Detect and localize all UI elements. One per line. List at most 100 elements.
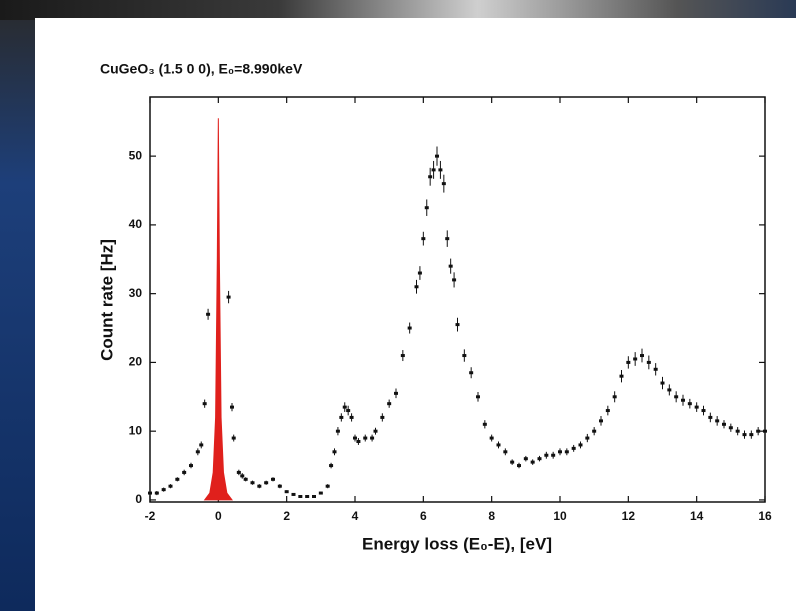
x-tick-label: 0 bbox=[215, 509, 222, 523]
data-point bbox=[312, 494, 316, 498]
data-point bbox=[325, 484, 330, 488]
data-point bbox=[503, 450, 508, 454]
data-point bbox=[462, 354, 467, 358]
data-point bbox=[335, 429, 340, 433]
data-point bbox=[578, 443, 583, 447]
y-tick-label: 50 bbox=[129, 148, 143, 162]
data-point bbox=[640, 354, 644, 358]
data-point bbox=[715, 419, 720, 423]
data-point bbox=[681, 398, 685, 402]
data-point bbox=[469, 371, 474, 375]
panel bbox=[35, 18, 796, 611]
x-axis-label: Energy loss (E₀-E), [eV] bbox=[362, 534, 552, 553]
data-point bbox=[694, 405, 699, 409]
chart-title: CuGeO₃ (1.5 0 0), E₀=8.990keV bbox=[100, 61, 303, 77]
data-point bbox=[551, 453, 556, 457]
data-point bbox=[305, 494, 310, 498]
x-tick-label: 8 bbox=[488, 509, 495, 523]
data-point bbox=[373, 429, 378, 433]
data-point bbox=[482, 422, 487, 426]
x-tick-label: 12 bbox=[622, 509, 636, 523]
y-tick-label: 20 bbox=[129, 355, 143, 369]
data-point bbox=[564, 450, 569, 454]
top-band bbox=[0, 0, 796, 20]
data-point bbox=[435, 154, 439, 158]
data-point bbox=[612, 395, 617, 399]
data-point bbox=[346, 409, 351, 413]
data-point bbox=[735, 429, 740, 433]
data-point bbox=[380, 415, 385, 419]
data-point bbox=[517, 464, 521, 468]
data-point bbox=[417, 271, 422, 275]
data-point bbox=[687, 402, 692, 406]
data-point bbox=[407, 326, 412, 330]
data-point bbox=[428, 175, 433, 179]
data-point bbox=[264, 481, 269, 485]
data-point bbox=[148, 491, 152, 495]
data-point bbox=[175, 477, 180, 481]
data-point bbox=[199, 443, 204, 447]
data-point bbox=[329, 464, 334, 468]
data-point bbox=[424, 206, 429, 210]
data-point bbox=[592, 429, 597, 433]
data-point bbox=[599, 419, 603, 423]
x-tick-label: 10 bbox=[553, 509, 567, 523]
data-point bbox=[387, 402, 392, 406]
y-tick-label: 10 bbox=[129, 423, 143, 437]
data-point bbox=[619, 374, 624, 378]
data-point bbox=[349, 415, 354, 419]
data-point bbox=[585, 436, 590, 440]
data-point bbox=[653, 367, 658, 371]
data-point bbox=[231, 436, 236, 440]
data-point bbox=[510, 460, 515, 464]
elastic-peak bbox=[203, 118, 233, 501]
data-point bbox=[674, 395, 679, 399]
data-point bbox=[496, 443, 501, 447]
data-point bbox=[370, 436, 375, 440]
data-point bbox=[455, 323, 460, 327]
data-point bbox=[763, 429, 767, 433]
data-point bbox=[708, 415, 713, 419]
data-point bbox=[571, 446, 576, 450]
data-point bbox=[701, 409, 706, 413]
data-point bbox=[558, 450, 562, 454]
plot-frame bbox=[149, 96, 766, 503]
data-point bbox=[332, 450, 337, 454]
data-point bbox=[206, 312, 211, 316]
data-point bbox=[728, 426, 733, 430]
data-point bbox=[202, 402, 207, 406]
data-point bbox=[271, 477, 275, 481]
data-point bbox=[182, 470, 187, 474]
x-tick-label: 4 bbox=[352, 509, 359, 523]
data-point bbox=[421, 237, 426, 241]
data-point bbox=[756, 429, 761, 433]
data-point bbox=[291, 492, 296, 496]
data-point bbox=[445, 237, 450, 241]
data-point bbox=[154, 491, 159, 495]
data-point bbox=[749, 433, 754, 437]
data-point bbox=[530, 460, 535, 464]
y-tick-label: 40 bbox=[129, 217, 143, 231]
data-point bbox=[438, 168, 443, 172]
data-point bbox=[646, 360, 651, 364]
data-point bbox=[452, 278, 457, 282]
data-point bbox=[240, 474, 245, 478]
data-point bbox=[448, 264, 453, 268]
data-point bbox=[195, 450, 200, 454]
data-point bbox=[277, 484, 282, 488]
data-point bbox=[339, 415, 344, 419]
data-point bbox=[356, 439, 361, 443]
data-point bbox=[722, 422, 726, 426]
data-point bbox=[605, 409, 610, 413]
data-point bbox=[298, 494, 303, 498]
x-tick-label: 14 bbox=[690, 509, 704, 523]
data-point bbox=[544, 453, 549, 457]
data-point bbox=[257, 484, 262, 488]
data-point bbox=[243, 477, 248, 481]
data-point bbox=[284, 490, 289, 494]
data-point bbox=[626, 360, 631, 364]
data-point bbox=[667, 388, 672, 392]
x-tick-label: 6 bbox=[420, 509, 427, 523]
data-point bbox=[523, 457, 528, 461]
